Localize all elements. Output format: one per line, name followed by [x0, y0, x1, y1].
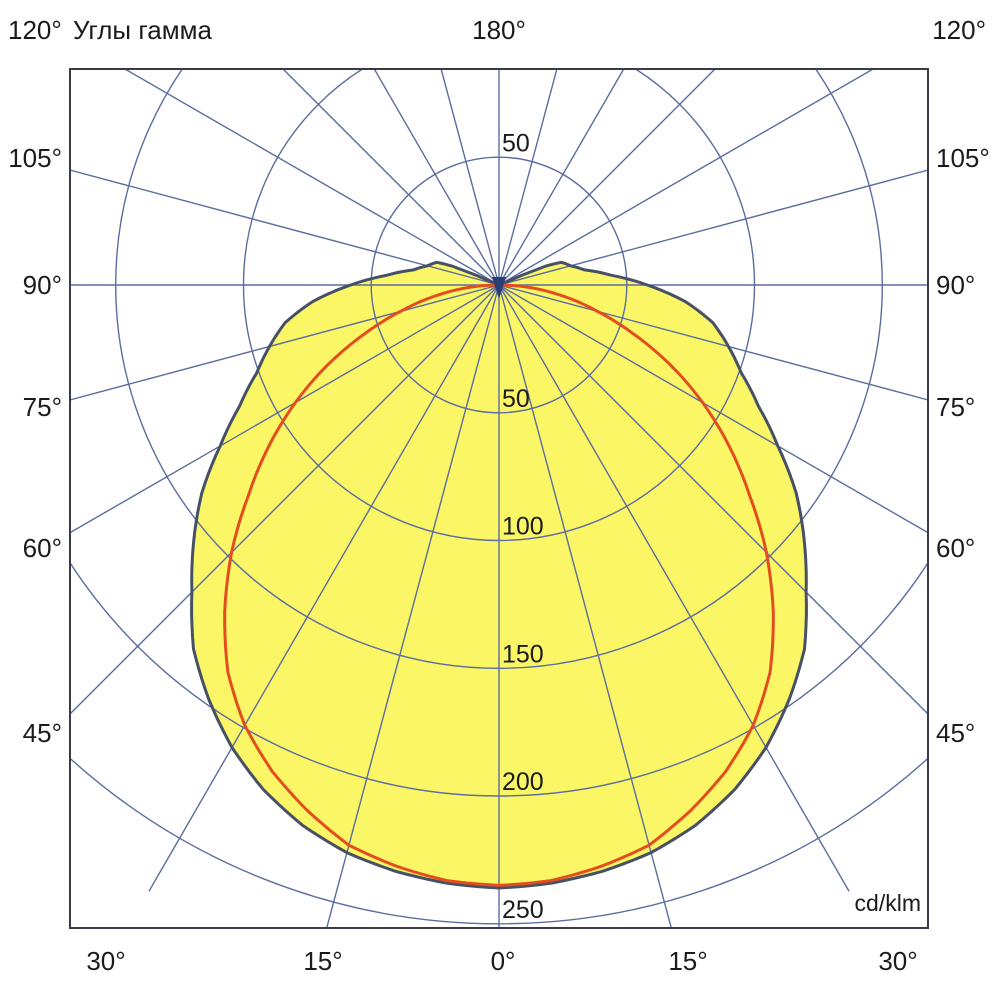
- curve-2-outline: [223, 283, 775, 887]
- radial-line-60-mirror: [70, 284, 500, 534]
- gamma-label-right-75°: 75°: [936, 392, 975, 422]
- gamma-label-left-90°: 90°: [23, 270, 62, 300]
- gamma-label-left-75°: 75°: [23, 392, 62, 422]
- unit-label: cd/klm: [855, 890, 921, 916]
- gamma-label-bottom-2: 0°: [491, 946, 516, 976]
- radial-line-150-mirror: [373, 69, 500, 286]
- intensity-tick-label-100: 100: [502, 513, 544, 541]
- labels-layer: 50 100 150 200 250 50 105° 105° 90° 90° 75° 75° 60° 6…: [8, 129, 990, 976]
- radial-line-30-mirror: [148, 284, 500, 892]
- radial-line-15-mirror: [325, 284, 500, 928]
- gamma-label-bottom-1: 15°: [303, 946, 342, 976]
- corner-angle-label-left: 120°: [8, 15, 62, 45]
- gamma-label-right-60°: 60°: [936, 533, 975, 563]
- gamma-label-bottom-0: 30°: [86, 946, 125, 976]
- radial-line-120: [498, 69, 875, 286]
- intensity-tick-label-150: 150: [502, 640, 544, 668]
- gamma-label-left-45°: 45°: [23, 718, 62, 748]
- top-angle-label: 180°: [472, 15, 526, 45]
- radial-line-150: [498, 69, 625, 286]
- curves-layer: [190, 260, 808, 890]
- radial-line-135: [498, 69, 716, 286]
- origin-marker: [492, 277, 506, 299]
- radial-line-15: [498, 284, 673, 928]
- intensity-tick-label-200: 200: [502, 768, 544, 796]
- radial-line-105-mirror: [70, 169, 500, 286]
- radial-line-165: [498, 69, 558, 286]
- intensity-tick-label-upper-50: 50: [502, 129, 530, 157]
- radial-line-135-mirror: [282, 69, 500, 286]
- radial-line-165-mirror: [440, 69, 500, 286]
- corner-angle-label-right: 120°: [932, 15, 986, 45]
- radial-line-105: [498, 169, 928, 286]
- chart-title: Углы гамма: [73, 15, 212, 45]
- gamma-label-right-105°: 105°: [936, 143, 990, 173]
- radial-line-75-mirror: [70, 284, 500, 401]
- gamma-label-bottom-3: 15°: [668, 946, 707, 976]
- curve-1-outline: [190, 260, 808, 890]
- gamma-label-right-45°: 45°: [936, 718, 975, 748]
- radial-line-45: [498, 284, 928, 715]
- radial-line-30: [498, 284, 850, 892]
- gamma-label-left-60°: 60°: [23, 533, 62, 563]
- intensity-tick-label-250: 250: [502, 896, 544, 924]
- intensity-tick-label-50: 50: [502, 385, 530, 413]
- radial-line-60: [498, 284, 928, 534]
- radial-line-75: [498, 284, 928, 401]
- plot-frame: [69, 68, 929, 929]
- gamma-label-right-90°: 90°: [936, 270, 975, 300]
- gamma-label-bottom-4: 30°: [878, 946, 917, 976]
- radial-line-45-mirror: [70, 284, 500, 715]
- gamma-label-left-105°: 105°: [8, 143, 62, 173]
- radial-line-120-mirror: [123, 69, 500, 286]
